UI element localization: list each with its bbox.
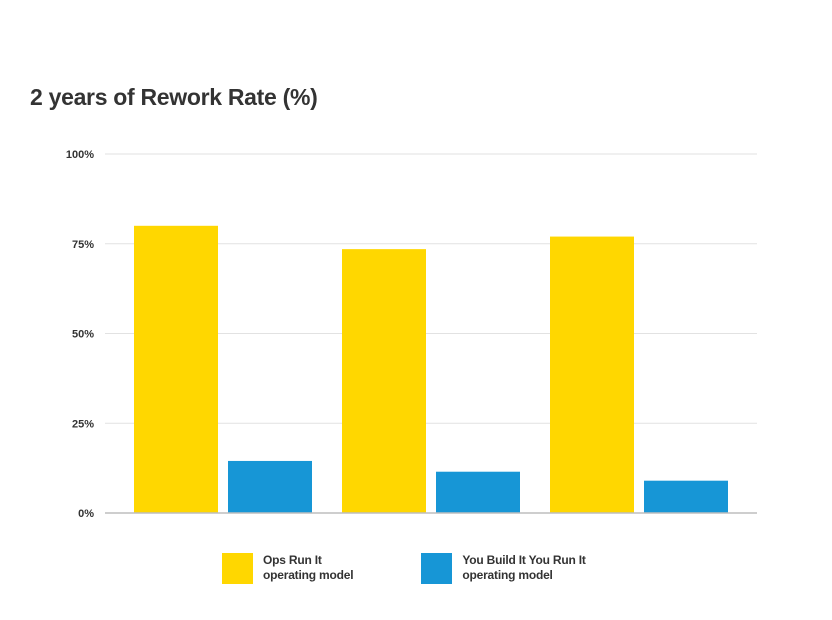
chart-title: 2 years of Rework Rate (%) <box>30 84 318 110</box>
bar-ops-run-it-1 <box>134 225 218 514</box>
bar-you-build-it-you-run-it-2 <box>436 471 520 513</box>
legend-item-you-build-it-you-run-it: You Build It You Run It operating model <box>421 553 586 584</box>
bar-ops-run-it-2 <box>342 249 426 513</box>
bars <box>134 225 728 514</box>
legend-swatch-ops-run-it <box>222 553 253 584</box>
bar-ops-run-it-3 <box>550 236 634 513</box>
y-tick-label: 0% <box>78 508 94 520</box>
y-tick-label: 100% <box>66 149 94 161</box>
y-tick-label: 50% <box>72 329 94 341</box>
bar-you-build-it-you-run-it-1 <box>228 460 312 513</box>
y-tick-label: 25% <box>72 418 94 430</box>
bar-you-build-it-you-run-it-3 <box>644 480 728 513</box>
y-tick-label: 75% <box>72 239 94 251</box>
legend-swatch-you-build-it-you-run-it <box>421 553 453 584</box>
legend-label-ops-run-it: Ops Run It operating model <box>263 553 354 582</box>
y-axis-ticks: 0% 25% 50% 75% 100% <box>66 149 94 520</box>
legend: Ops Run It operating model You Build It … <box>222 553 586 584</box>
legend-label-you-build-it-you-run-it: You Build It You Run It operating model <box>462 553 586 582</box>
legend-item-ops-run-it: Ops Run It operating model <box>222 553 354 584</box>
